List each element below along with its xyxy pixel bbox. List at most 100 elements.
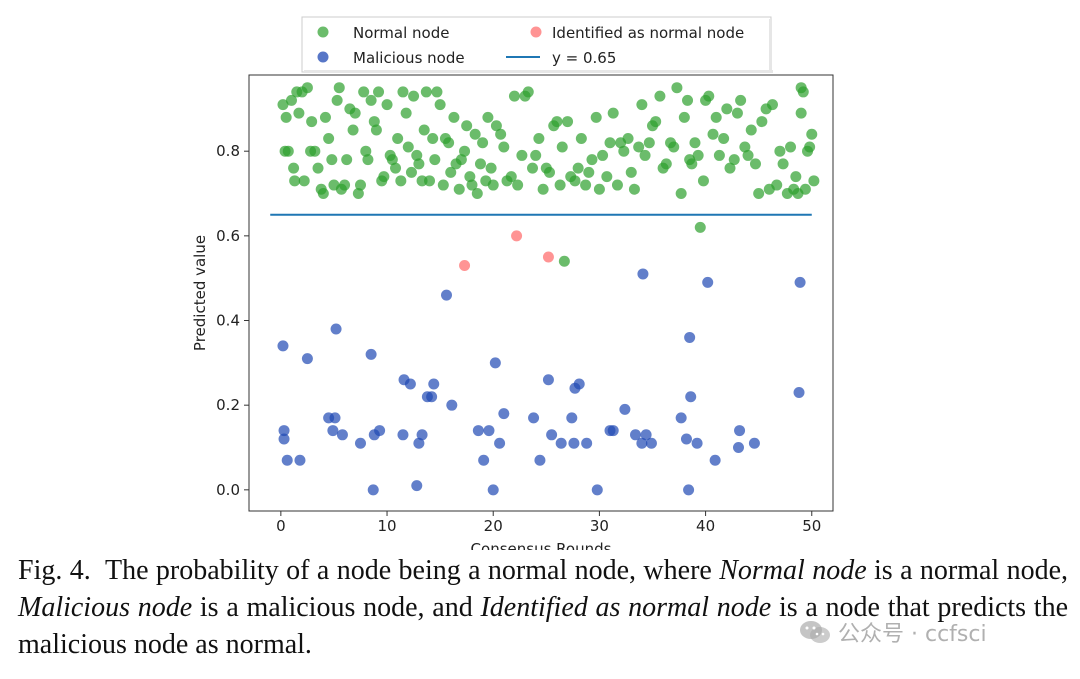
normal-node-point <box>420 86 432 98</box>
normal-node-point <box>660 158 672 170</box>
malicious-node-point <box>278 425 290 437</box>
normal-node-point <box>790 171 802 183</box>
y-tick-label: 0.8 <box>216 142 240 160</box>
normal-node-point <box>777 158 789 170</box>
malicious-node-point <box>330 323 342 335</box>
normal-node-point <box>390 162 402 174</box>
normal-node-point <box>339 179 351 191</box>
malicious-node-point <box>793 386 805 398</box>
normal-node-point <box>618 145 630 157</box>
normal-node-point <box>533 132 545 144</box>
normal-node-point <box>735 94 747 106</box>
wechat-icon <box>798 618 832 646</box>
scatter-chart: Normal node Identified as normal node Ma… <box>191 16 834 550</box>
normal-node-point <box>277 99 289 111</box>
normal-node-point <box>288 162 300 174</box>
normal-node-point <box>411 149 423 161</box>
malicious-node-point <box>542 374 554 386</box>
normal-node-point <box>455 154 467 166</box>
normal-node-point <box>512 179 524 191</box>
malicious-node-point <box>630 429 642 441</box>
normal-node-point <box>365 94 377 106</box>
malicious-node-point <box>685 391 697 403</box>
normal-node-point <box>400 107 412 119</box>
normal-node-point <box>654 90 666 102</box>
normal-node-point <box>459 145 471 157</box>
malicious-node-point <box>573 378 585 390</box>
malicious-node-point <box>691 437 703 449</box>
normal-node-point <box>431 86 443 98</box>
normal-node-point <box>703 90 715 102</box>
normal-node-point <box>569 175 581 187</box>
malicious-node-point <box>645 437 657 449</box>
malicious-node-point <box>336 429 348 441</box>
caption-is-a-malicious: is a malicious node, and <box>199 592 473 623</box>
normal-node-point <box>675 188 687 200</box>
normal-node-point <box>354 179 366 191</box>
normal-node-point <box>749 158 761 170</box>
normal-node-point <box>671 82 683 94</box>
normal-node-point <box>697 175 709 187</box>
normal-node-point <box>285 94 297 106</box>
normal-node-point <box>590 111 602 123</box>
normal-node-point <box>713 149 725 161</box>
normal-node-point <box>437 179 449 191</box>
normal-node-point <box>633 141 645 153</box>
normal-node-point <box>402 141 414 153</box>
malicious-node-point <box>683 484 695 496</box>
legend-marker-malicious-node <box>317 51 329 63</box>
normal-node-point <box>628 183 640 195</box>
x-tick-label: 20 <box>484 517 503 535</box>
normal-node-point <box>469 128 481 140</box>
normal-node-point <box>795 82 807 94</box>
legend-frame <box>301 16 772 73</box>
normal-node-point <box>445 166 457 178</box>
normal-node-point <box>806 128 818 140</box>
malicious-node-point <box>354 437 366 449</box>
identified-as-normal-point <box>459 259 471 271</box>
malicious-node-point <box>528 412 540 424</box>
normal-node-point <box>692 149 704 161</box>
legend-label-malicious-node: Malicious node <box>353 49 465 67</box>
normal-node-point <box>739 141 751 153</box>
malicious-node-point <box>428 378 440 390</box>
normal-node-point <box>368 116 380 128</box>
normal-node-point <box>360 145 372 157</box>
malicious-node-point <box>416 429 428 441</box>
malicious-node-point <box>702 276 714 288</box>
normal-node-point <box>474 158 486 170</box>
malicious-node-point <box>607 425 619 437</box>
normal-node-point <box>397 86 409 98</box>
legend-label-threshold-line: y = 0.65 <box>552 49 616 67</box>
normal-node-point <box>477 137 489 149</box>
normal-node-point <box>495 128 507 140</box>
malicious-node-point <box>734 425 746 437</box>
malicious-node-point <box>675 412 687 424</box>
normal-node-point <box>718 132 730 144</box>
malicious-node-point <box>329 412 341 424</box>
normal-node-point <box>326 154 338 166</box>
normal-node-point <box>427 132 439 144</box>
normal-node-point <box>505 171 517 183</box>
normal-node-point <box>580 179 592 191</box>
y-tick-label: 0.0 <box>216 481 240 499</box>
normal-node-point <box>317 188 329 200</box>
y-tick-label: 0.2 <box>216 396 240 414</box>
normal-node-point <box>607 107 619 119</box>
normal-node-point <box>551 116 563 128</box>
normal-node-point <box>293 107 305 119</box>
normal-node-point <box>298 175 310 187</box>
normal-node-point <box>745 124 757 136</box>
watermark: 公众号 · ccfsci <box>798 616 987 648</box>
caption-sentence-end: is a node that predicts the malicious no… <box>18 592 1069 660</box>
normal-node-point <box>319 111 331 123</box>
normal-node-point <box>392 132 404 144</box>
malicious-node-point <box>794 276 806 288</box>
malicious-node-point <box>446 399 458 411</box>
x-tick-label: 10 <box>377 517 396 535</box>
normal-node-point <box>537 183 549 195</box>
normal-node-point <box>583 166 595 178</box>
malicious-node-point <box>680 433 692 445</box>
normal-node-point <box>808 175 820 187</box>
normal-node-point <box>710 111 722 123</box>
